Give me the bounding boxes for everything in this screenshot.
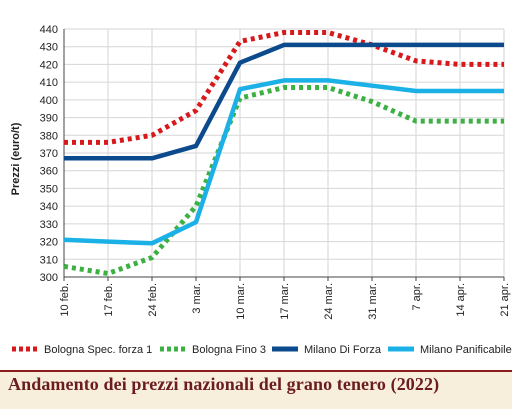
y-tick-label: 360 — [40, 166, 58, 178]
x-tick-label: 17 mar. — [279, 283, 291, 320]
x-tick-label: 31 mar. — [367, 283, 379, 320]
x-axis-ticks: 10 feb. 17 feb. 24 feb. 3 mar. 10 mar. 17 mar… — [59, 277, 511, 320]
x-tick-label: 7 apr. — [411, 283, 423, 311]
series-line-4 — [63, 78, 504, 246]
series-line-3 — [64, 42, 504, 161]
x-tick-label: 24 mar. — [323, 283, 335, 320]
legend: Bologna Spec. forza 1 Bologna Fino 3 Milan… — [12, 344, 512, 356]
chart-caption: Andamento dei prezzi nazionali del grano… — [8, 374, 440, 394]
y-tick-label: 310 — [40, 254, 58, 266]
legend-label: Milano Di Forza — [304, 344, 382, 356]
y-tick-label: 440 — [40, 24, 58, 36]
y-tick-label: 410 — [40, 77, 58, 89]
caption-divider — [0, 370, 512, 372]
y-axis-ticks: 300 310 320 330 340 350 360 370 380 390 400 410 420 4… — [40, 24, 58, 284]
y-tick-label: 380 — [40, 130, 58, 142]
y-axis-label: Prezzi (euro/t) — [10, 122, 22, 195]
caption-bar — [0, 372, 512, 409]
legend-label: Bologna Fino 3 — [192, 344, 266, 356]
x-tick-label: 21 apr. — [499, 283, 511, 317]
grid-lines — [63, 28, 505, 278]
y-tick-label: 350 — [40, 183, 58, 195]
y-tick-label: 430 — [40, 42, 58, 54]
x-tick-label: 17 feb. — [103, 283, 115, 317]
line-chart: 300 310 320 330 340 350 360 370 380 390 400 410 420 4… — [10, 24, 512, 356]
series-line-2 — [63, 85, 504, 276]
series-lines — [63, 30, 504, 276]
y-tick-label: 320 — [40, 237, 58, 249]
y-tick-label: 370 — [40, 148, 58, 160]
x-tick-label: 10 feb. — [59, 283, 71, 317]
series-line-1 — [64, 30, 504, 145]
x-tick-label: 10 mar. — [235, 283, 247, 320]
x-tick-label: 24 feb. — [147, 283, 159, 317]
y-tick-label: 340 — [40, 201, 58, 213]
y-tick-label: 400 — [40, 95, 58, 107]
y-tick-label: 330 — [40, 219, 58, 231]
y-tick-label: 390 — [40, 113, 58, 125]
x-tick-label: 3 mar. — [191, 283, 203, 314]
y-tick-label: 420 — [40, 59, 58, 71]
x-tick-label: 14 apr. — [455, 283, 467, 317]
legend-label: Bologna Spec. forza 1 — [44, 344, 152, 356]
y-tick-label: 300 — [40, 272, 58, 284]
legend-label: Milano Panificabile — [420, 344, 512, 356]
